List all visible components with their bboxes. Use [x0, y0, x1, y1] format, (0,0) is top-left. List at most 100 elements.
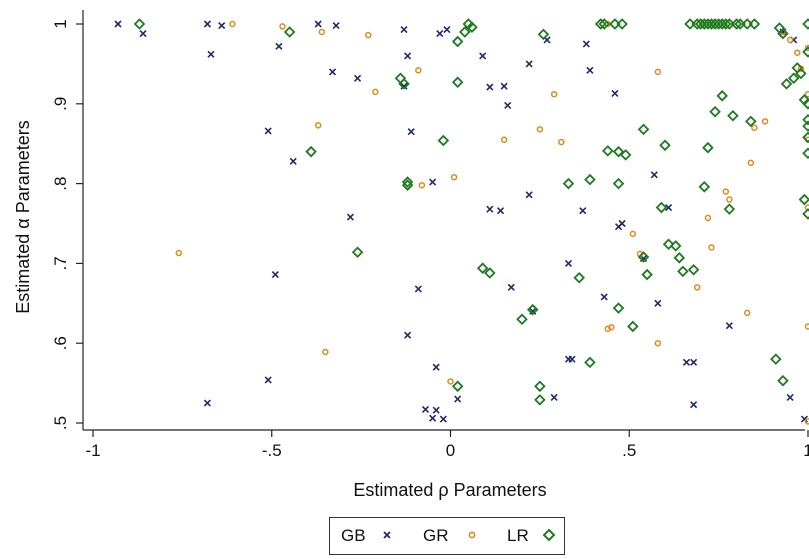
x-tick-label: 0 — [446, 441, 455, 460]
data-point-gr — [654, 68, 662, 76]
x-tick-label: -1 — [85, 441, 100, 460]
data-point-lr — [537, 28, 550, 41]
data-point-lr — [484, 267, 496, 279]
data-point-gb — [507, 283, 515, 291]
data-point-gb — [400, 26, 408, 34]
data-point-gr — [704, 214, 712, 222]
data-point-gb — [690, 358, 698, 366]
legend-marker-lr-diamond-icon — [542, 528, 556, 542]
data-point-lr — [798, 193, 809, 206]
y-tick-label: .5 — [51, 416, 70, 430]
data-point-gb — [332, 22, 340, 30]
data-point-gr — [365, 31, 372, 39]
data-point-gb — [690, 401, 698, 409]
data-point-gr — [743, 309, 751, 317]
legend-label-lr: LR — [507, 526, 529, 545]
legend-label-gr: GR — [423, 526, 449, 545]
data-point-gr — [804, 323, 809, 330]
data-point-lr — [709, 106, 721, 118]
data-point-gb — [500, 82, 508, 90]
data-point-lr — [802, 131, 809, 144]
data-point-gr — [804, 44, 809, 52]
data-point-gb — [525, 60, 533, 68]
data-point-gb — [586, 66, 594, 74]
data-point-gb — [665, 203, 673, 212]
data-point-gb — [525, 191, 533, 199]
data-point-lr — [802, 46, 809, 58]
data-point-gb — [271, 271, 279, 279]
data-point-lr — [745, 115, 757, 128]
data-point-lr — [727, 109, 739, 122]
data-point-lr — [702, 141, 714, 154]
data-point-lr — [612, 302, 625, 314]
data-point-gb — [314, 20, 322, 28]
data-point-gb — [203, 399, 211, 407]
data-point-gb — [414, 285, 422, 293]
data-point-lr — [677, 265, 689, 278]
data-point-gr — [314, 122, 322, 129]
data-point-gr — [415, 67, 422, 74]
data-point-lr — [562, 177, 575, 190]
data-point-lr — [641, 268, 653, 281]
data-point-lr — [802, 18, 809, 30]
data-point-lr — [770, 353, 782, 365]
data-point-gr — [229, 20, 236, 28]
data-point-gr — [654, 339, 662, 347]
data-point-gb — [650, 171, 658, 179]
legend: GB GR LR — [329, 517, 565, 555]
data-point-gr — [500, 136, 508, 143]
legend-label-gb: GB — [341, 526, 366, 545]
data-point-gr — [372, 88, 379, 96]
data-point-gr — [418, 181, 426, 189]
data-point-lr — [612, 177, 625, 190]
data-point-gb — [550, 393, 558, 402]
x-tick-label: 1 — [803, 441, 809, 460]
data-point-lr — [698, 181, 711, 193]
data-point-gb — [432, 406, 440, 414]
data-point-gb — [404, 331, 412, 339]
data-point-gr — [761, 118, 769, 125]
y-tick-label: .6 — [51, 336, 70, 350]
legend-marker-gr-circle-icon — [468, 531, 476, 539]
data-point-gb — [579, 207, 587, 215]
data-point-gr — [629, 230, 637, 238]
data-point-gr — [450, 173, 458, 181]
data-point-gb — [582, 40, 590, 48]
data-point-lr — [459, 26, 471, 38]
x-axis-label: Estimated ρ Parameters — [353, 480, 546, 500]
data-point-gb — [139, 30, 147, 38]
data-point-gr — [550, 90, 558, 98]
data-point-gb — [682, 358, 691, 366]
data-point-gr — [536, 126, 544, 133]
data-point-lr — [619, 149, 632, 161]
data-point-gr — [751, 124, 758, 131]
data-point-lr — [730, 18, 743, 30]
data-point-gb — [443, 26, 451, 34]
data-point-lr — [659, 139, 671, 152]
x-tick-label: -.5 — [262, 441, 282, 460]
data-point-gb — [564, 259, 573, 267]
data-point-gb — [289, 157, 297, 165]
data-point-gb — [218, 22, 226, 30]
data-point-gb — [611, 89, 619, 97]
data-point-gb — [346, 213, 354, 221]
data-point-lr — [795, 67, 807, 80]
data-point-lr — [637, 251, 650, 263]
data-point-gb — [114, 20, 122, 28]
data-point-lr — [584, 356, 596, 369]
data-point-gb — [654, 299, 662, 307]
data-point-gb — [800, 415, 808, 423]
data-point-lr — [598, 18, 610, 30]
data-point-gb — [328, 68, 337, 76]
data-point-gr — [747, 159, 755, 167]
data-point-gr — [604, 325, 612, 333]
data-point-lr — [602, 145, 614, 157]
data-point-gb — [486, 83, 494, 91]
data-point-lr — [687, 264, 700, 276]
data-point-gr — [322, 348, 329, 356]
data-point-lr — [283, 26, 296, 38]
data-point-gb — [568, 355, 576, 363]
data-point-lr — [802, 120, 809, 132]
data-point-lr — [802, 208, 809, 220]
